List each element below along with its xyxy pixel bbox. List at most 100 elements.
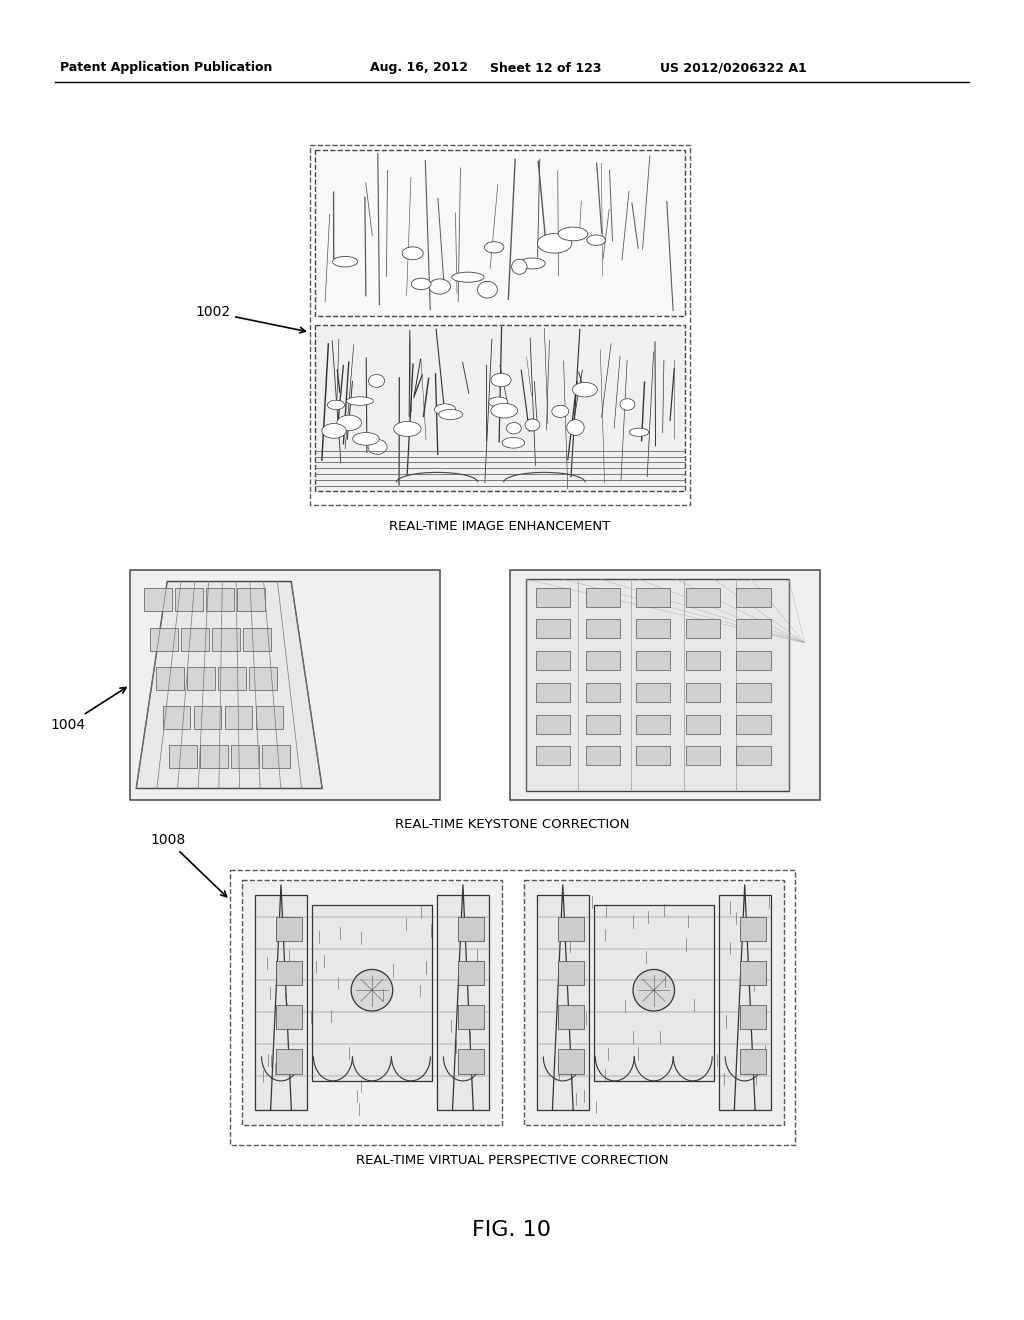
Ellipse shape bbox=[337, 416, 361, 430]
Ellipse shape bbox=[525, 418, 540, 430]
Bar bbox=[636, 682, 671, 702]
Bar bbox=[586, 714, 621, 734]
Bar bbox=[536, 651, 570, 671]
Circle shape bbox=[633, 969, 675, 1011]
Bar bbox=[594, 904, 714, 1081]
Bar bbox=[510, 570, 820, 800]
Ellipse shape bbox=[346, 397, 374, 405]
Text: US 2012/0206322 A1: US 2012/0206322 A1 bbox=[660, 62, 807, 74]
Bar bbox=[736, 651, 770, 671]
Bar bbox=[636, 714, 671, 734]
Bar bbox=[686, 619, 721, 639]
Bar bbox=[206, 589, 233, 611]
Ellipse shape bbox=[502, 437, 524, 449]
Bar bbox=[243, 627, 271, 651]
Bar bbox=[212, 627, 240, 651]
Ellipse shape bbox=[394, 421, 421, 437]
Bar bbox=[437, 895, 488, 1110]
Bar bbox=[536, 587, 570, 607]
Bar bbox=[736, 587, 770, 607]
Bar bbox=[458, 917, 483, 941]
Bar bbox=[558, 1005, 584, 1030]
Circle shape bbox=[351, 969, 393, 1011]
Bar bbox=[130, 570, 440, 800]
Ellipse shape bbox=[439, 409, 463, 420]
Ellipse shape bbox=[567, 420, 584, 436]
Text: REAL-TIME KEYSTONE CORRECTION: REAL-TIME KEYSTONE CORRECTION bbox=[394, 818, 630, 832]
Ellipse shape bbox=[352, 433, 379, 445]
Bar bbox=[230, 870, 795, 1144]
Bar bbox=[224, 706, 253, 729]
Bar bbox=[157, 667, 184, 689]
Bar bbox=[586, 682, 621, 702]
Bar bbox=[586, 587, 621, 607]
Text: FIG. 10: FIG. 10 bbox=[472, 1220, 552, 1239]
Ellipse shape bbox=[429, 279, 451, 294]
Bar bbox=[315, 150, 685, 315]
Bar bbox=[151, 627, 178, 651]
Bar bbox=[200, 744, 227, 768]
Bar bbox=[739, 1005, 766, 1030]
Ellipse shape bbox=[490, 404, 517, 418]
Text: Aug. 16, 2012: Aug. 16, 2012 bbox=[370, 62, 468, 74]
Bar bbox=[558, 917, 584, 941]
Ellipse shape bbox=[526, 418, 539, 430]
Ellipse shape bbox=[552, 405, 568, 417]
Ellipse shape bbox=[333, 256, 357, 267]
Bar bbox=[458, 1005, 483, 1030]
Bar bbox=[169, 744, 197, 768]
Polygon shape bbox=[136, 582, 323, 788]
Bar bbox=[275, 961, 302, 985]
Bar bbox=[586, 651, 621, 671]
Bar bbox=[636, 587, 671, 607]
Bar bbox=[686, 587, 721, 607]
Bar bbox=[525, 579, 790, 791]
Ellipse shape bbox=[322, 424, 346, 438]
Ellipse shape bbox=[538, 234, 571, 253]
Bar bbox=[558, 961, 584, 985]
Bar bbox=[315, 325, 685, 491]
Bar bbox=[736, 746, 770, 766]
Bar bbox=[256, 706, 284, 729]
Bar bbox=[536, 714, 570, 734]
Bar bbox=[255, 895, 307, 1110]
Ellipse shape bbox=[434, 404, 456, 416]
Ellipse shape bbox=[412, 279, 431, 289]
Ellipse shape bbox=[558, 227, 588, 240]
Text: Patent Application Publication: Patent Application Publication bbox=[60, 62, 272, 74]
Bar bbox=[736, 619, 770, 639]
Bar bbox=[636, 619, 671, 639]
Bar bbox=[636, 651, 671, 671]
Bar bbox=[739, 961, 766, 985]
Bar bbox=[275, 1049, 302, 1073]
Text: 1002: 1002 bbox=[195, 305, 305, 333]
Bar bbox=[719, 895, 771, 1110]
Ellipse shape bbox=[572, 383, 597, 397]
Bar bbox=[536, 682, 570, 702]
Bar bbox=[636, 746, 671, 766]
Ellipse shape bbox=[477, 281, 498, 298]
Bar bbox=[144, 589, 172, 611]
Ellipse shape bbox=[452, 272, 484, 282]
Bar bbox=[686, 651, 721, 671]
Bar bbox=[310, 145, 690, 506]
Ellipse shape bbox=[402, 247, 423, 260]
Bar bbox=[739, 917, 766, 941]
Bar bbox=[187, 667, 215, 689]
Bar bbox=[242, 880, 502, 1125]
Bar bbox=[686, 746, 721, 766]
Ellipse shape bbox=[490, 374, 511, 387]
Bar bbox=[275, 917, 302, 941]
Ellipse shape bbox=[368, 440, 387, 454]
Ellipse shape bbox=[629, 428, 649, 437]
Ellipse shape bbox=[484, 242, 504, 253]
Bar bbox=[237, 589, 265, 611]
Bar bbox=[163, 706, 190, 729]
Bar bbox=[312, 904, 432, 1081]
Bar bbox=[586, 619, 621, 639]
Bar bbox=[537, 895, 589, 1110]
Bar bbox=[736, 682, 770, 702]
Bar bbox=[458, 1049, 483, 1073]
Bar bbox=[736, 714, 770, 734]
Bar bbox=[558, 1049, 584, 1073]
